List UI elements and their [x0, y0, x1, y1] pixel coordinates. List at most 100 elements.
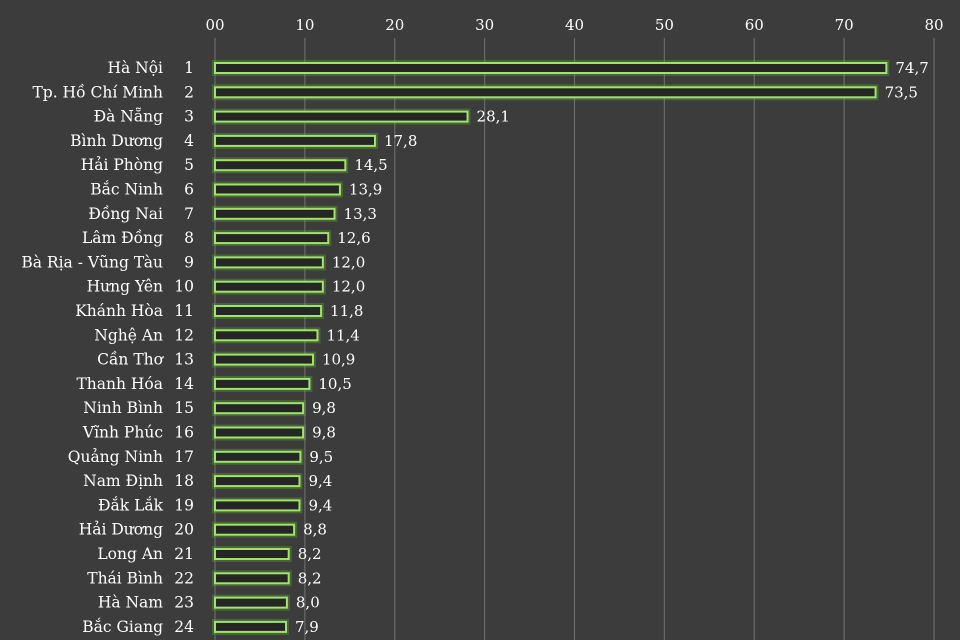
bar: [214, 207, 336, 220]
bar: [214, 183, 341, 196]
x-axis-ticks: 00 10 20 30 40 50 60 70 80: [205, 16, 943, 34]
bar: [214, 62, 888, 74]
province-label: Khánh Hòa: [75, 302, 163, 320]
province-label: Cần Thơ: [97, 351, 165, 369]
bar: [214, 280, 324, 293]
bar: [214, 548, 290, 560]
bar-row: Lâm Đồng 8 12,6: [82, 229, 371, 247]
bar: [214, 159, 347, 172]
rank-label: 6: [184, 181, 194, 199]
rank-label: 17: [174, 448, 194, 466]
rank-label: 1: [184, 59, 194, 77]
rank-label: 7: [184, 205, 194, 223]
province-label: Tp. Hồ Chí Minh: [32, 83, 163, 101]
value-label: 9,5: [309, 448, 333, 466]
bar-row: Ninh Bình 15 9,8: [83, 399, 336, 417]
province-label: Ninh Bình: [83, 399, 163, 417]
value-label: 9,4: [308, 496, 332, 514]
rank-label: 11: [174, 302, 194, 320]
bar-row: Vĩnh Phúc 16 9,8: [82, 424, 336, 442]
province-label: Hưng Yên: [87, 278, 163, 296]
bar: [214, 402, 305, 415]
rank-label: 2: [184, 83, 194, 101]
bar-row: Cần Thơ 13 10,9: [97, 351, 355, 369]
bar-row: Khánh Hòa 11 11,8: [75, 302, 363, 320]
value-label: 13,9: [349, 181, 382, 199]
x-tick-label: 60: [745, 16, 764, 34]
rank-label: 24: [174, 618, 194, 636]
rank-label: 8: [184, 229, 194, 247]
bar-row: Nghệ An 12 11,4: [94, 326, 360, 344]
rank-label: 18: [174, 472, 194, 490]
bar: [214, 596, 288, 609]
province-label: Hải Dương: [79, 521, 163, 539]
bar-row: Nam Định 18 9,4: [83, 472, 332, 490]
bar: [214, 329, 319, 342]
rank-label: 10: [174, 278, 194, 296]
rank-label: 19: [174, 496, 194, 514]
province-label: Bình Dương: [70, 132, 163, 150]
bar-row: Thái Bình 22 8,2: [87, 569, 321, 587]
bar: [214, 353, 314, 366]
rank-label: 9: [184, 253, 194, 271]
rank-label: 20: [174, 521, 194, 539]
value-label: 10,5: [318, 375, 351, 393]
rank-label: 15: [174, 399, 194, 417]
x-tick-label: 20: [385, 16, 404, 34]
bar-row: Hà Nội 1 74,7: [107, 59, 928, 77]
province-label: Bắc Giang: [82, 618, 163, 636]
bar: [214, 426, 305, 439]
value-label: 8,8: [303, 521, 327, 539]
rank-label: 22: [174, 569, 194, 587]
bar: [214, 377, 311, 390]
province-label: Bà Rịa - Vũng Tàu: [21, 253, 163, 271]
value-label: 9,8: [312, 399, 336, 417]
rank-label: 12: [174, 326, 194, 344]
province-label: Bắc Ninh: [90, 181, 163, 199]
province-label: Hà Nam: [98, 594, 163, 612]
bar-row: Đắk Lắk 19 9,4: [98, 496, 332, 514]
rank-label: 5: [184, 156, 194, 174]
value-label: 12,0: [332, 278, 365, 296]
bar-row: Long An 21 8,2: [97, 545, 321, 563]
bar: [214, 110, 469, 123]
value-label: 8,2: [298, 569, 322, 587]
bar-row: Tp. Hồ Chí Minh 2 73,5: [32, 83, 918, 101]
bar-row: Bắc Giang 24 7,9: [82, 618, 319, 636]
value-label: 28,1: [477, 108, 510, 126]
bar-row: Bắc Ninh 6 13,9: [90, 181, 382, 199]
bar-row: Hưng Yên 10 12,0: [87, 278, 366, 296]
bar: [214, 305, 323, 317]
x-tick-label: 50: [655, 16, 674, 34]
bar: [214, 134, 376, 147]
bar-row: Thanh Hóa 14 10,5: [76, 375, 351, 393]
value-label: 11,4: [326, 326, 359, 344]
bar: [214, 620, 288, 633]
value-label: 17,8: [384, 132, 417, 150]
value-label: 8,2: [298, 545, 322, 563]
bar: [214, 499, 301, 512]
x-tick-label: 70: [835, 16, 854, 34]
value-label: 74,7: [895, 59, 928, 77]
x-tick-label: 30: [475, 16, 494, 34]
bar-row: Quảng Ninh 17 9,5: [68, 448, 333, 466]
bar: [214, 450, 302, 463]
province-label: Hà Nội: [107, 59, 163, 77]
x-tick-label: 80: [924, 16, 943, 34]
bar: [214, 232, 330, 245]
province-label: Hải Phòng: [81, 156, 163, 174]
value-label: 73,5: [885, 83, 918, 101]
bar: [214, 256, 324, 269]
province-label: Quảng Ninh: [68, 448, 163, 466]
value-label: 11,8: [330, 302, 363, 320]
bar-row: Hải Phòng 5 14,5: [81, 156, 388, 174]
bar: [214, 475, 301, 488]
rank-label: 13: [174, 351, 194, 369]
bar-row: Hà Nam 23 8,0: [98, 594, 320, 612]
value-label: 7,9: [295, 618, 319, 636]
value-label: 8,0: [296, 594, 320, 612]
province-label: Đồng Nai: [88, 205, 163, 223]
value-label: 12,0: [332, 253, 365, 271]
province-label: Vĩnh Phúc: [82, 424, 163, 442]
province-label: Nghệ An: [94, 326, 163, 344]
